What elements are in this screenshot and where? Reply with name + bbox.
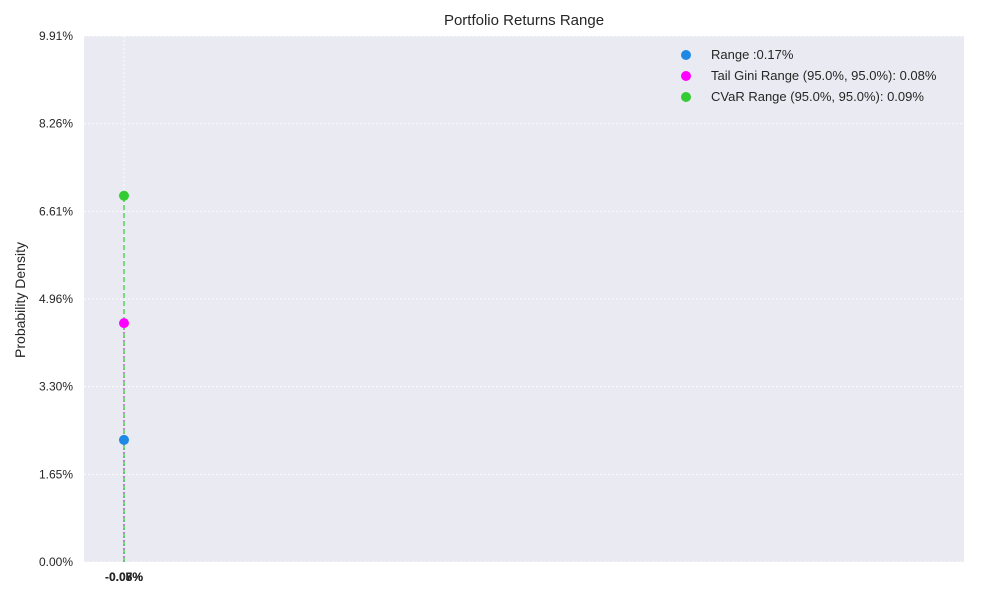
data-point — [119, 318, 129, 329]
y-tick-label: 0.00% — [39, 555, 73, 569]
y-axis-label: Probability Density — [12, 242, 28, 358]
y-tick-label: 6.61% — [39, 204, 73, 218]
legend-item: Range :0.17% — [672, 44, 936, 65]
data-point — [119, 434, 129, 445]
series — [119, 190, 129, 562]
legend: Range :0.17% Tail Gini Range (95.0%, 95.… — [672, 44, 936, 107]
legend-label: CVaR Range (95.0%, 95.0%): 0.09% — [711, 89, 924, 104]
legend-marker — [681, 91, 691, 102]
y-tick-label: 8.26% — [39, 117, 73, 131]
y-tick-label: 1.65% — [39, 467, 73, 481]
data-point — [119, 190, 129, 201]
x-tick-label: -0.08% — [105, 570, 143, 584]
chart-title: Portfolio Returns Range — [443, 12, 605, 29]
legend-marker — [681, 49, 691, 60]
x-axis-ticks: -0.05%-0.07%-0.08% — [105, 570, 143, 584]
x-tick-label: -0.05% — [105, 570, 143, 584]
x-tick-label: -0.07% — [105, 570, 143, 584]
y-tick-label: 4.96% — [39, 292, 73, 306]
legend-label: Range :0.17% — [711, 47, 794, 62]
y-axis-ticks: 0.00% 1.65% 3.30% 4.96% 6.61% 8.26% 9.91% — [39, 29, 73, 569]
legend-marker — [681, 70, 691, 81]
grid — [84, 35, 964, 563]
legend-item: CVaR Range (95.0%, 95.0%): 0.09% — [672, 86, 936, 107]
legend-item: Tail Gini Range (95.0%, 95.0%): 0.08% — [672, 65, 936, 86]
legend-label: Tail Gini Range (95.0%, 95.0%): 0.08% — [711, 68, 937, 83]
y-tick-label: 9.91% — [39, 29, 73, 43]
y-tick-label: 3.30% — [39, 380, 73, 394]
